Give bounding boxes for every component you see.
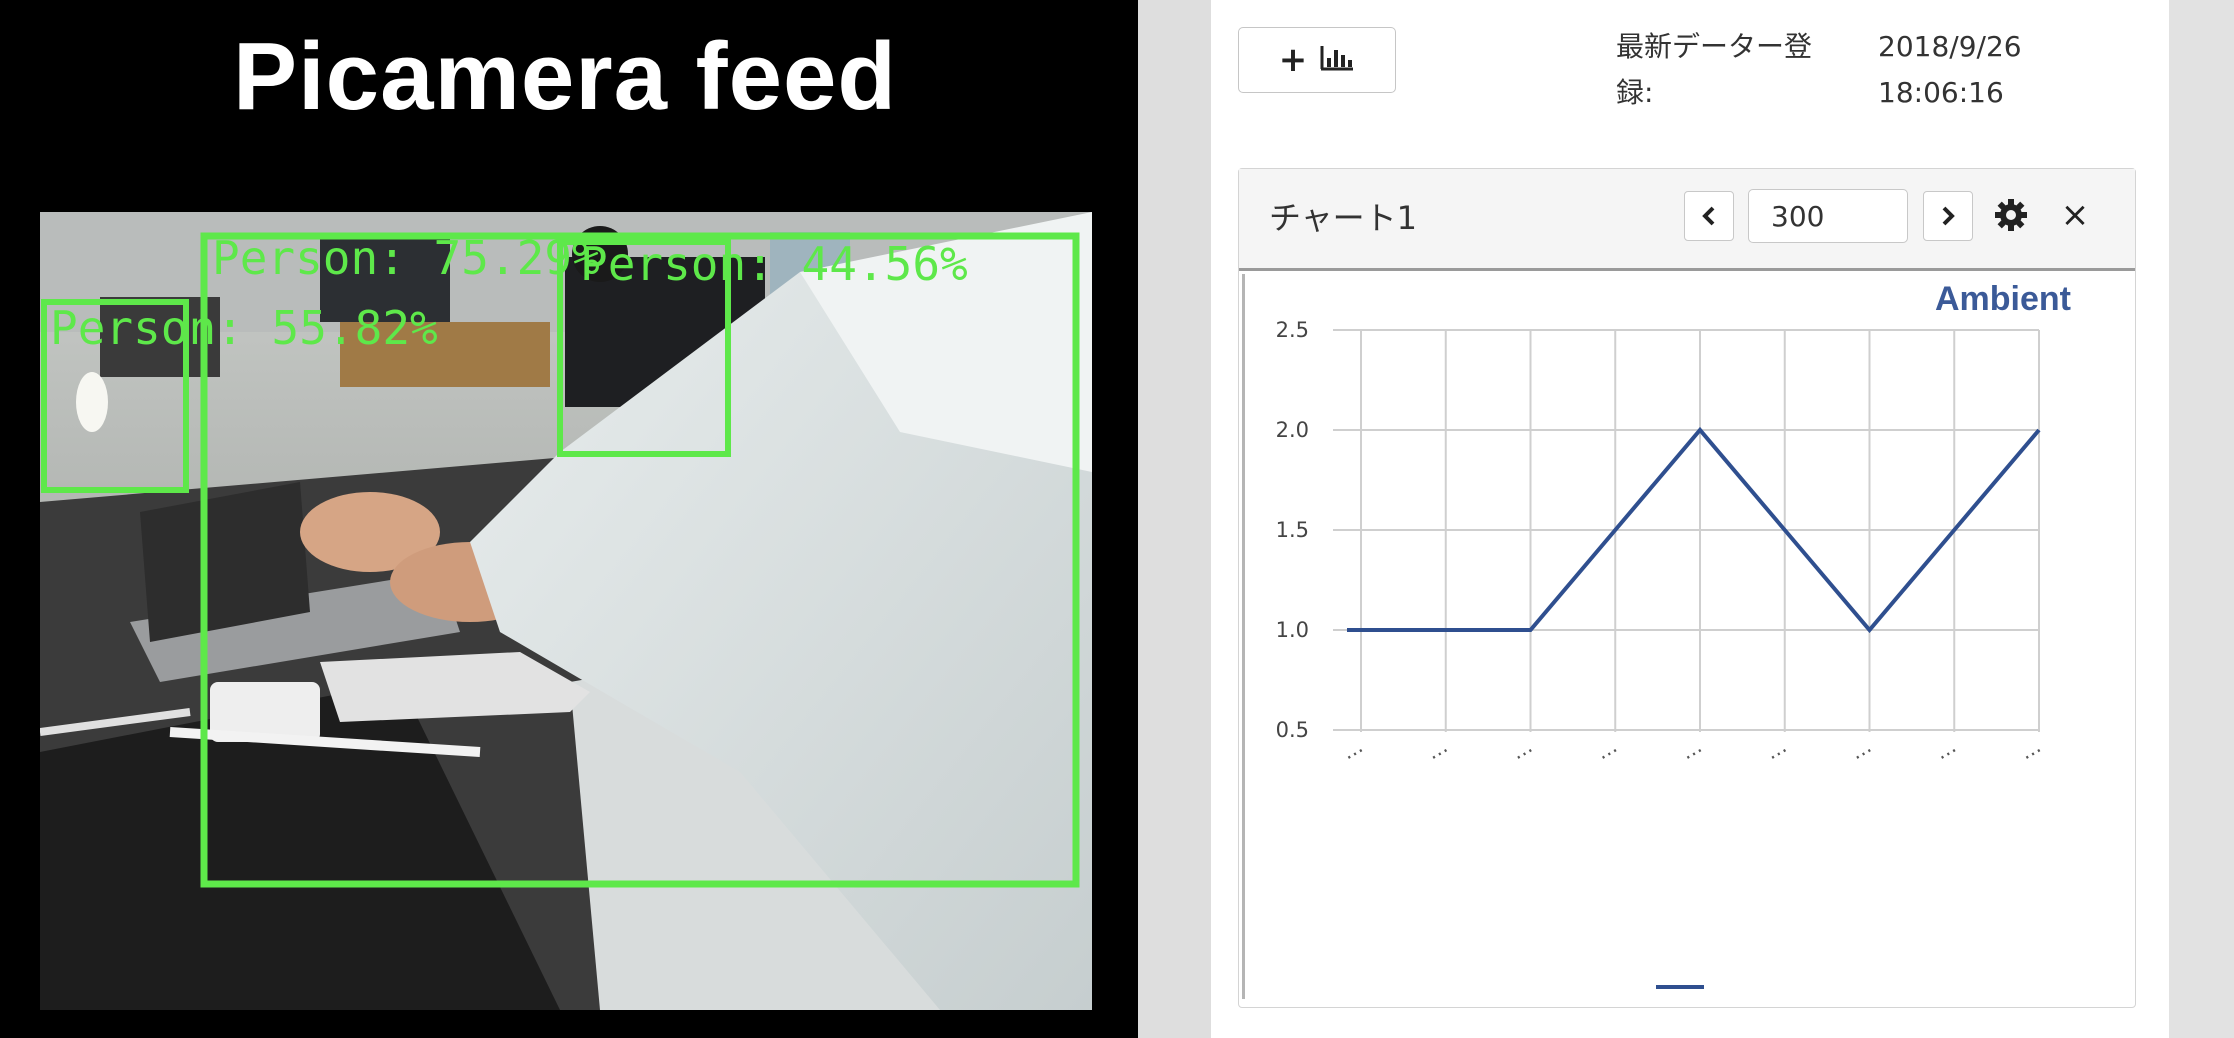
latest-data-time: 18:06:16 <box>1878 76 2004 109</box>
dashboard-panel: + 最新データー登 録: 2018/9/26 18:06:16 チャート1 <box>1211 0 2169 1038</box>
x-tick-label: … <box>1761 734 1790 765</box>
chart-panel-header: チャート1 300 <box>1239 169 2135 271</box>
y-tick-label: 1.0 <box>1276 618 1309 642</box>
panel-gap <box>1138 0 1211 1038</box>
x-tick-label: … <box>1931 734 1960 765</box>
gear-icon <box>1995 199 2027 231</box>
x-tick-label: … <box>1338 734 1367 765</box>
chevron-right-icon <box>1942 206 1955 226</box>
x-tick-label: … <box>1422 734 1451 765</box>
latest-data-timestamp: 2018/9/26 18:06:16 <box>1878 24 2058 116</box>
chart-settings-button[interactable] <box>1987 191 2035 239</box>
y-tick-label: 0.5 <box>1276 718 1309 742</box>
chevron-left-icon <box>1702 206 1715 226</box>
bar-chart-icon <box>1319 44 1355 76</box>
series-line <box>1347 426 2041 634</box>
detection-label: Person: 55.82% <box>50 301 438 355</box>
add-chart-button[interactable]: + <box>1238 27 1396 93</box>
camera-feed-image: Person: 75.29% Person: 44.56% Person: 55… <box>40 212 1092 1010</box>
prev-page-button[interactable] <box>1684 191 1734 241</box>
plus-icon: + <box>1278 40 1308 80</box>
camera-panel: Picamera feed <box>0 0 1138 1038</box>
chart-area: Ambient 2.5 2.0 1.5 1.0 0.5 … … … … … … … … … <box>1242 274 2132 999</box>
close-chart-button[interactable]: × <box>2060 195 2090 235</box>
y-tick-label: 2.0 <box>1276 418 1309 442</box>
x-tick-label: … <box>1846 734 1875 765</box>
page-margin <box>2169 0 2234 1038</box>
latest-data-date: 2018/9/26 <box>1878 30 2022 63</box>
next-page-button[interactable] <box>1923 191 1973 241</box>
latest-data-label: 最新データー登 録: <box>1616 30 1813 109</box>
x-tick-label: … <box>1507 734 1536 765</box>
chart-panel: チャート1 300 <box>1238 168 2136 1008</box>
y-tick-label: 1.5 <box>1276 518 1309 542</box>
y-tick-label: 2.5 <box>1276 318 1309 342</box>
chart-title: Ambient <box>1935 280 2071 318</box>
chart-panel-title: チャート1 <box>1269 199 1418 237</box>
line-chart: Ambient 2.5 2.0 1.5 1.0 0.5 … … … … … … … … … <box>1276 280 2071 989</box>
feed-title: Picamera feed <box>232 23 898 130</box>
detection-label: Person: 75.29% <box>212 231 600 285</box>
detection-label: Person: 44.56% <box>580 237 968 291</box>
x-tick-label: … <box>1592 734 1621 765</box>
x-tick-label: … <box>1677 734 1706 765</box>
x-tick-label: … <box>2016 734 2045 765</box>
page-size-input[interactable]: 300 <box>1748 189 1908 243</box>
